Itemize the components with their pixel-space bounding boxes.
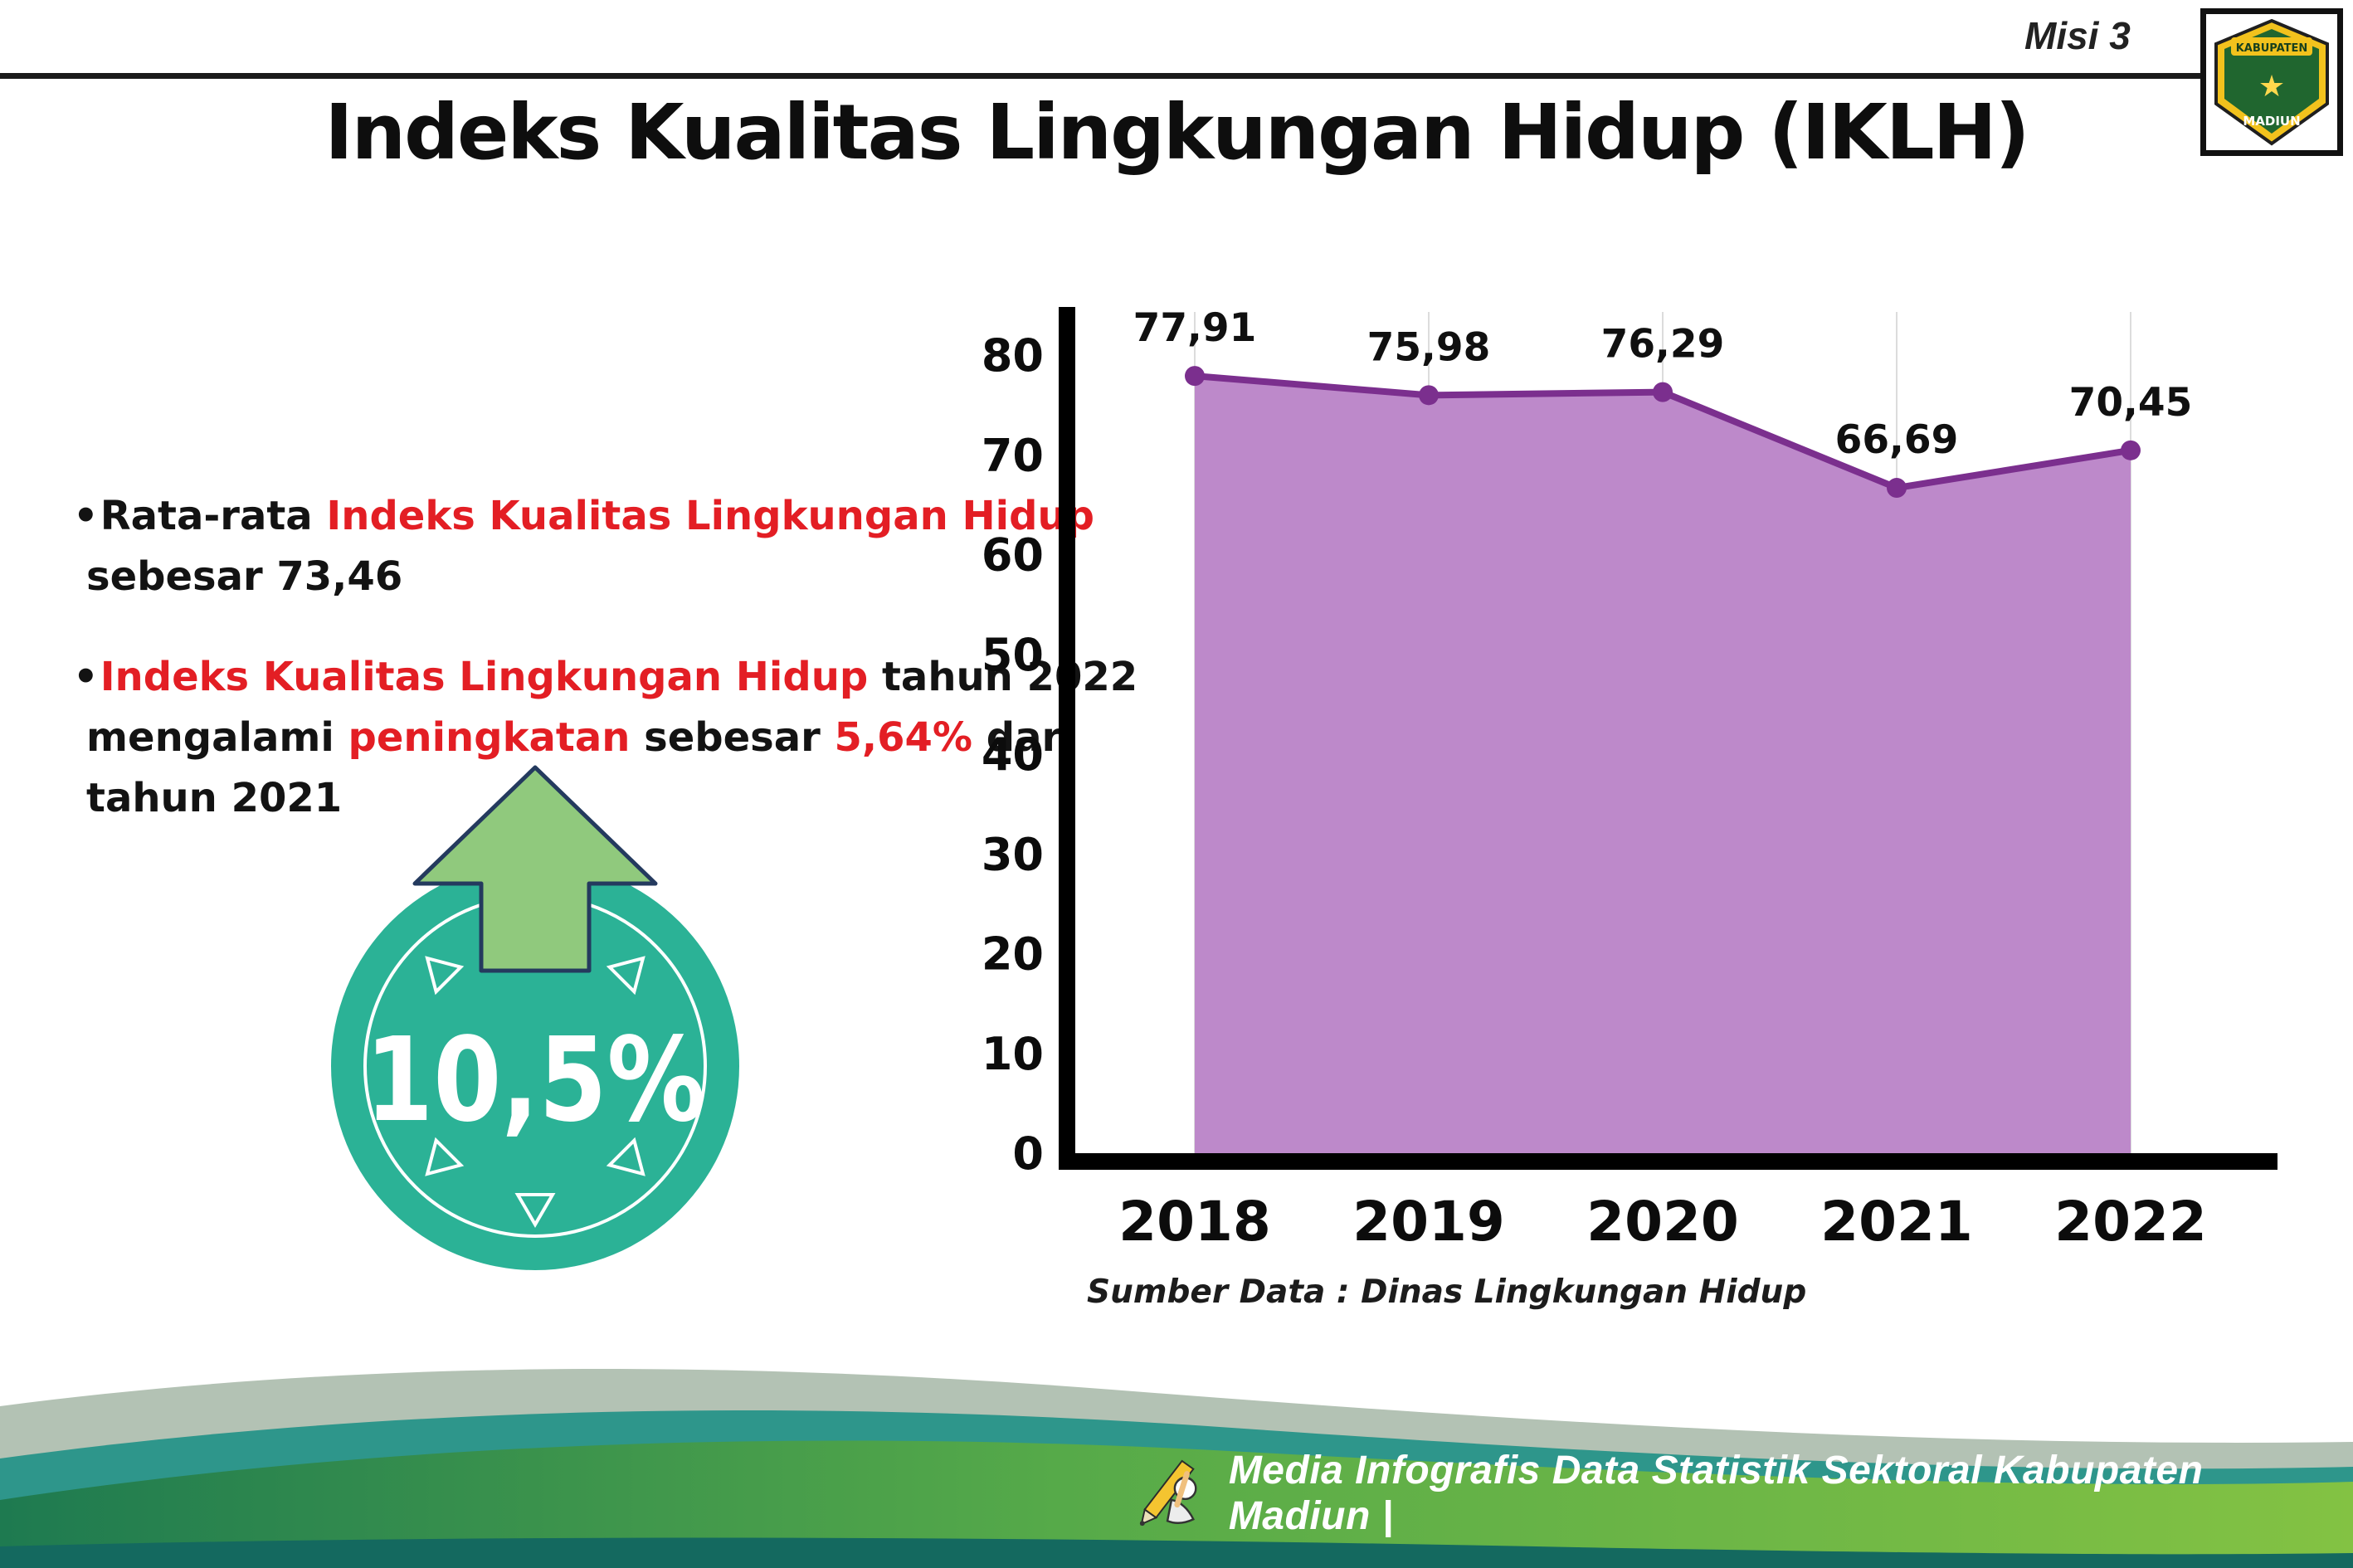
x-axis-label: 2019 (1352, 1190, 1505, 1254)
data-label: 76,29 (1601, 322, 1725, 368)
bullet-line: sebesar 73,46 (86, 553, 403, 600)
data-point (1185, 366, 1205, 387)
y-axis-label: 0 (1012, 1127, 1044, 1180)
bullet-item: •Indeks Kualitas Lingkungan Hidup tahun … (73, 647, 1138, 829)
y-axis-label: 60 (982, 529, 1044, 582)
misi-label: Misi 3 (2024, 14, 2131, 57)
badge-ring-ticks (425, 956, 645, 1228)
crest-star-icon: ★ (2258, 70, 2285, 104)
crest-icon: KABUPATEN ★ MADIUN (2214, 18, 2329, 146)
bullet-item: •Rata-rata Indeks Kualitas Lingkungan Hi… (73, 486, 1094, 607)
area-fill (1195, 376, 2131, 1153)
header-rule (0, 73, 2200, 79)
bullet-line: •Rata-rata Indeks Kualitas Lingkungan Hi… (73, 493, 1094, 539)
bullet-dot: • (73, 653, 99, 700)
bullet-line: mengalami peningkatan sebesar 5,64% dari (86, 713, 1075, 761)
bullet-line: tahun 2021 (86, 774, 343, 821)
data-point (1419, 385, 1439, 406)
crest-bottom-text: MADIUN (2243, 114, 2300, 129)
data-label: 75,98 (1367, 324, 1491, 370)
up-arrow-icon (412, 765, 658, 973)
bullet-dot: • (73, 493, 99, 539)
x-axis-label: 2021 (1820, 1190, 1973, 1254)
page-title: Indeks Kualitas Lingkungan Hidup (IKLH) (324, 88, 2029, 177)
data-label: 70,45 (2069, 380, 2193, 426)
mascot-arm (1174, 1471, 1190, 1508)
data-label: 66,69 (1835, 417, 1959, 463)
bullet-line: •Indeks Kualitas Lingkungan Hidup tahun … (73, 653, 1138, 700)
mascot-icon (1139, 1459, 1197, 1527)
kabupaten-madiun-logo: KABUPATEN ★ MADIUN (2200, 8, 2343, 156)
y-axis-label: 50 (982, 629, 1044, 681)
x-axis-label: 2018 (1118, 1190, 1271, 1254)
y-axis-label: 40 (982, 728, 1044, 781)
footer-credit-text: Media Infografis Data Statistik Sektoral… (1228, 1448, 2204, 1538)
y-axis-label: 80 (982, 329, 1044, 382)
y-axis-label: 70 (982, 429, 1044, 481)
crest-banner (2231, 37, 2312, 56)
y-axis-label: 20 (982, 928, 1044, 981)
iklh-area-chart: 77,91 75,98 76,29 66,69 70,45 0 10 20 30 40 50 60 70… (982, 305, 2277, 1311)
bullet-list: •Rata-rata Indeks Kualitas Lingkungan Hi… (73, 486, 1138, 869)
y-axis-label: 10 (982, 1028, 1044, 1080)
data-point (2121, 440, 2141, 460)
y-axis-label: 30 (982, 828, 1044, 880)
source-note: Sumber Data : Dinas Lingkungan Hidup (1087, 1273, 1806, 1311)
data-label: 77,91 (1133, 305, 1257, 351)
x-axis (1059, 1153, 2277, 1170)
increase-badge: 10,5% (331, 765, 739, 1270)
wave-dark (0, 1537, 2353, 1568)
x-axis-label: 2020 (1586, 1190, 1739, 1254)
data-point (1887, 478, 1907, 499)
footer-credit: Media Infografis Data Statistik Sektoral… (1135, 1445, 2353, 1541)
data-point (1653, 382, 1673, 402)
y-axis (1059, 307, 1075, 1170)
badge-value: 10,5% (365, 1013, 705, 1148)
badge-circle (331, 862, 739, 1270)
x-axis-label: 2022 (2054, 1190, 2207, 1254)
crest-top-text: KABUPATEN (2236, 42, 2308, 55)
